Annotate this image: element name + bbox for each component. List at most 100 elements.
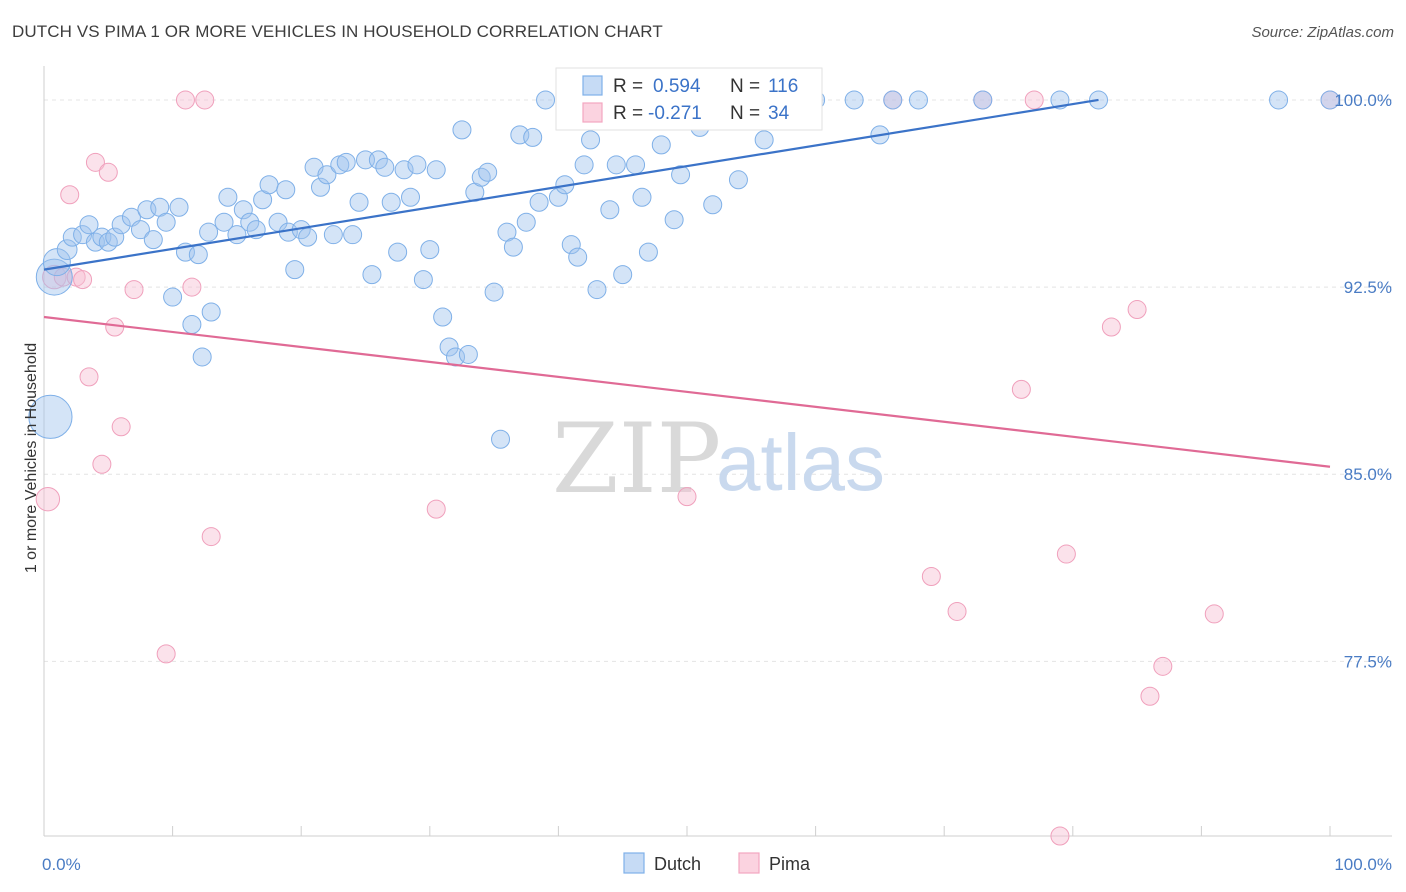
x-tick-labels: 0.0% 100.0% <box>42 855 1392 874</box>
dutch-point <box>908 90 928 110</box>
stats-legend: R = 0.594 N = 116 R = -0.271 N = 34 <box>555 67 823 131</box>
dutch-point <box>426 160 446 180</box>
dutch-point <box>439 337 459 357</box>
y-tick-label: 77.5% <box>1344 652 1392 671</box>
dutch-point <box>111 215 131 235</box>
pima-n-value: 34 <box>768 103 790 124</box>
trend-lines <box>43 98 1331 468</box>
dutch-point <box>536 90 556 110</box>
pima-point <box>156 644 176 664</box>
dutch-point <box>883 90 903 110</box>
watermark: ZIP atlas <box>552 403 885 515</box>
dutch-point <box>581 130 601 150</box>
dutch-point <box>754 130 774 150</box>
pima-point <box>1101 317 1121 337</box>
pima-point <box>195 90 215 110</box>
bottom-legend: Dutch Pima <box>623 852 811 874</box>
x-tick-label: 100.0% <box>1334 855 1392 874</box>
source-label: Source: ZipAtlas.com <box>1251 24 1394 41</box>
dutch-point <box>471 167 491 187</box>
pima-point <box>677 487 697 507</box>
dutch-point <box>413 270 433 290</box>
dutch-point <box>568 247 588 267</box>
dutch-point <box>613 265 633 285</box>
dutch-point <box>79 215 99 235</box>
dutch-point <box>143 230 163 250</box>
pima-r-value: -0.271 <box>648 103 702 124</box>
dutch-point <box>703 195 723 215</box>
dutch-point <box>323 225 343 245</box>
pima-point <box>175 90 195 110</box>
dutch-point <box>388 242 408 262</box>
dutch-point <box>503 237 523 257</box>
dutch-point <box>240 212 260 232</box>
dutch-point <box>317 165 337 185</box>
dutch-point <box>626 155 646 175</box>
dutch-point <box>35 258 73 296</box>
dutch-point <box>606 155 626 175</box>
dutch-point <box>362 265 382 285</box>
dutch-point <box>638 242 658 262</box>
pima-point <box>201 527 221 547</box>
dutch-point <box>452 120 472 140</box>
pima-point <box>1140 686 1160 706</box>
pima-trend-line <box>43 315 1331 468</box>
pima-n-label: N = <box>730 103 760 124</box>
pima-point <box>1011 379 1031 399</box>
dutch-point <box>574 155 594 175</box>
dutch-n-value: 116 <box>768 76 798 97</box>
dutch-point <box>298 227 318 247</box>
y-tick-label: 92.5% <box>1344 278 1392 297</box>
dutch-point <box>182 315 202 335</box>
dutch-point <box>130 220 150 240</box>
dutch-point <box>169 197 189 217</box>
dutch-point <box>600 200 620 220</box>
dutch-point <box>375 157 395 177</box>
pima-point <box>1153 656 1173 676</box>
dutch-point <box>407 155 427 175</box>
dutch-point <box>310 177 330 197</box>
pima-point <box>98 162 118 182</box>
dutch-point <box>1320 90 1340 110</box>
legend-dutch-swatch <box>623 852 645 874</box>
y-tick-label: 100.0% <box>1334 91 1392 110</box>
dutch-point <box>973 90 993 110</box>
dutch-points <box>28 90 1340 449</box>
dutch-point <box>276 180 296 200</box>
pima-point <box>182 277 202 297</box>
pima-point <box>92 454 112 474</box>
dutch-point <box>548 187 568 207</box>
pima-point <box>85 152 105 172</box>
pima-point <box>111 417 131 437</box>
dutch-point <box>349 192 369 212</box>
dutch-point <box>632 187 652 207</box>
dutch-point <box>214 212 234 232</box>
watermark-zip: ZIP <box>552 403 721 515</box>
dutch-point <box>523 127 543 147</box>
pima-point <box>1056 544 1076 564</box>
pima-point <box>1050 826 1070 846</box>
pima-point <box>124 280 144 300</box>
dutch-point <box>192 347 212 367</box>
legend-dutch-label: Dutch <box>654 854 701 874</box>
grid-lines <box>44 99 1392 662</box>
dutch-point <box>561 235 581 255</box>
pima-stat-swatch <box>582 102 603 123</box>
dutch-point <box>233 200 253 220</box>
dutch-point <box>218 187 238 207</box>
dutch-point <box>381 192 401 212</box>
dutch-point <box>156 212 176 232</box>
pima-points <box>35 90 1340 846</box>
dutch-r-value: 0.594 <box>653 76 701 97</box>
x-tick-label: 0.0% <box>42 855 81 874</box>
dutch-point <box>529 192 549 212</box>
watermark-atlas: atlas <box>716 418 885 507</box>
dutch-point <box>259 175 279 195</box>
pima-point <box>1024 90 1044 110</box>
pima-point <box>921 567 941 587</box>
dutch-point <box>458 344 478 364</box>
y-tick-label: 85.0% <box>1344 465 1392 484</box>
dutch-point <box>420 240 440 260</box>
dutch-point <box>336 152 356 172</box>
pima-point <box>947 601 967 621</box>
